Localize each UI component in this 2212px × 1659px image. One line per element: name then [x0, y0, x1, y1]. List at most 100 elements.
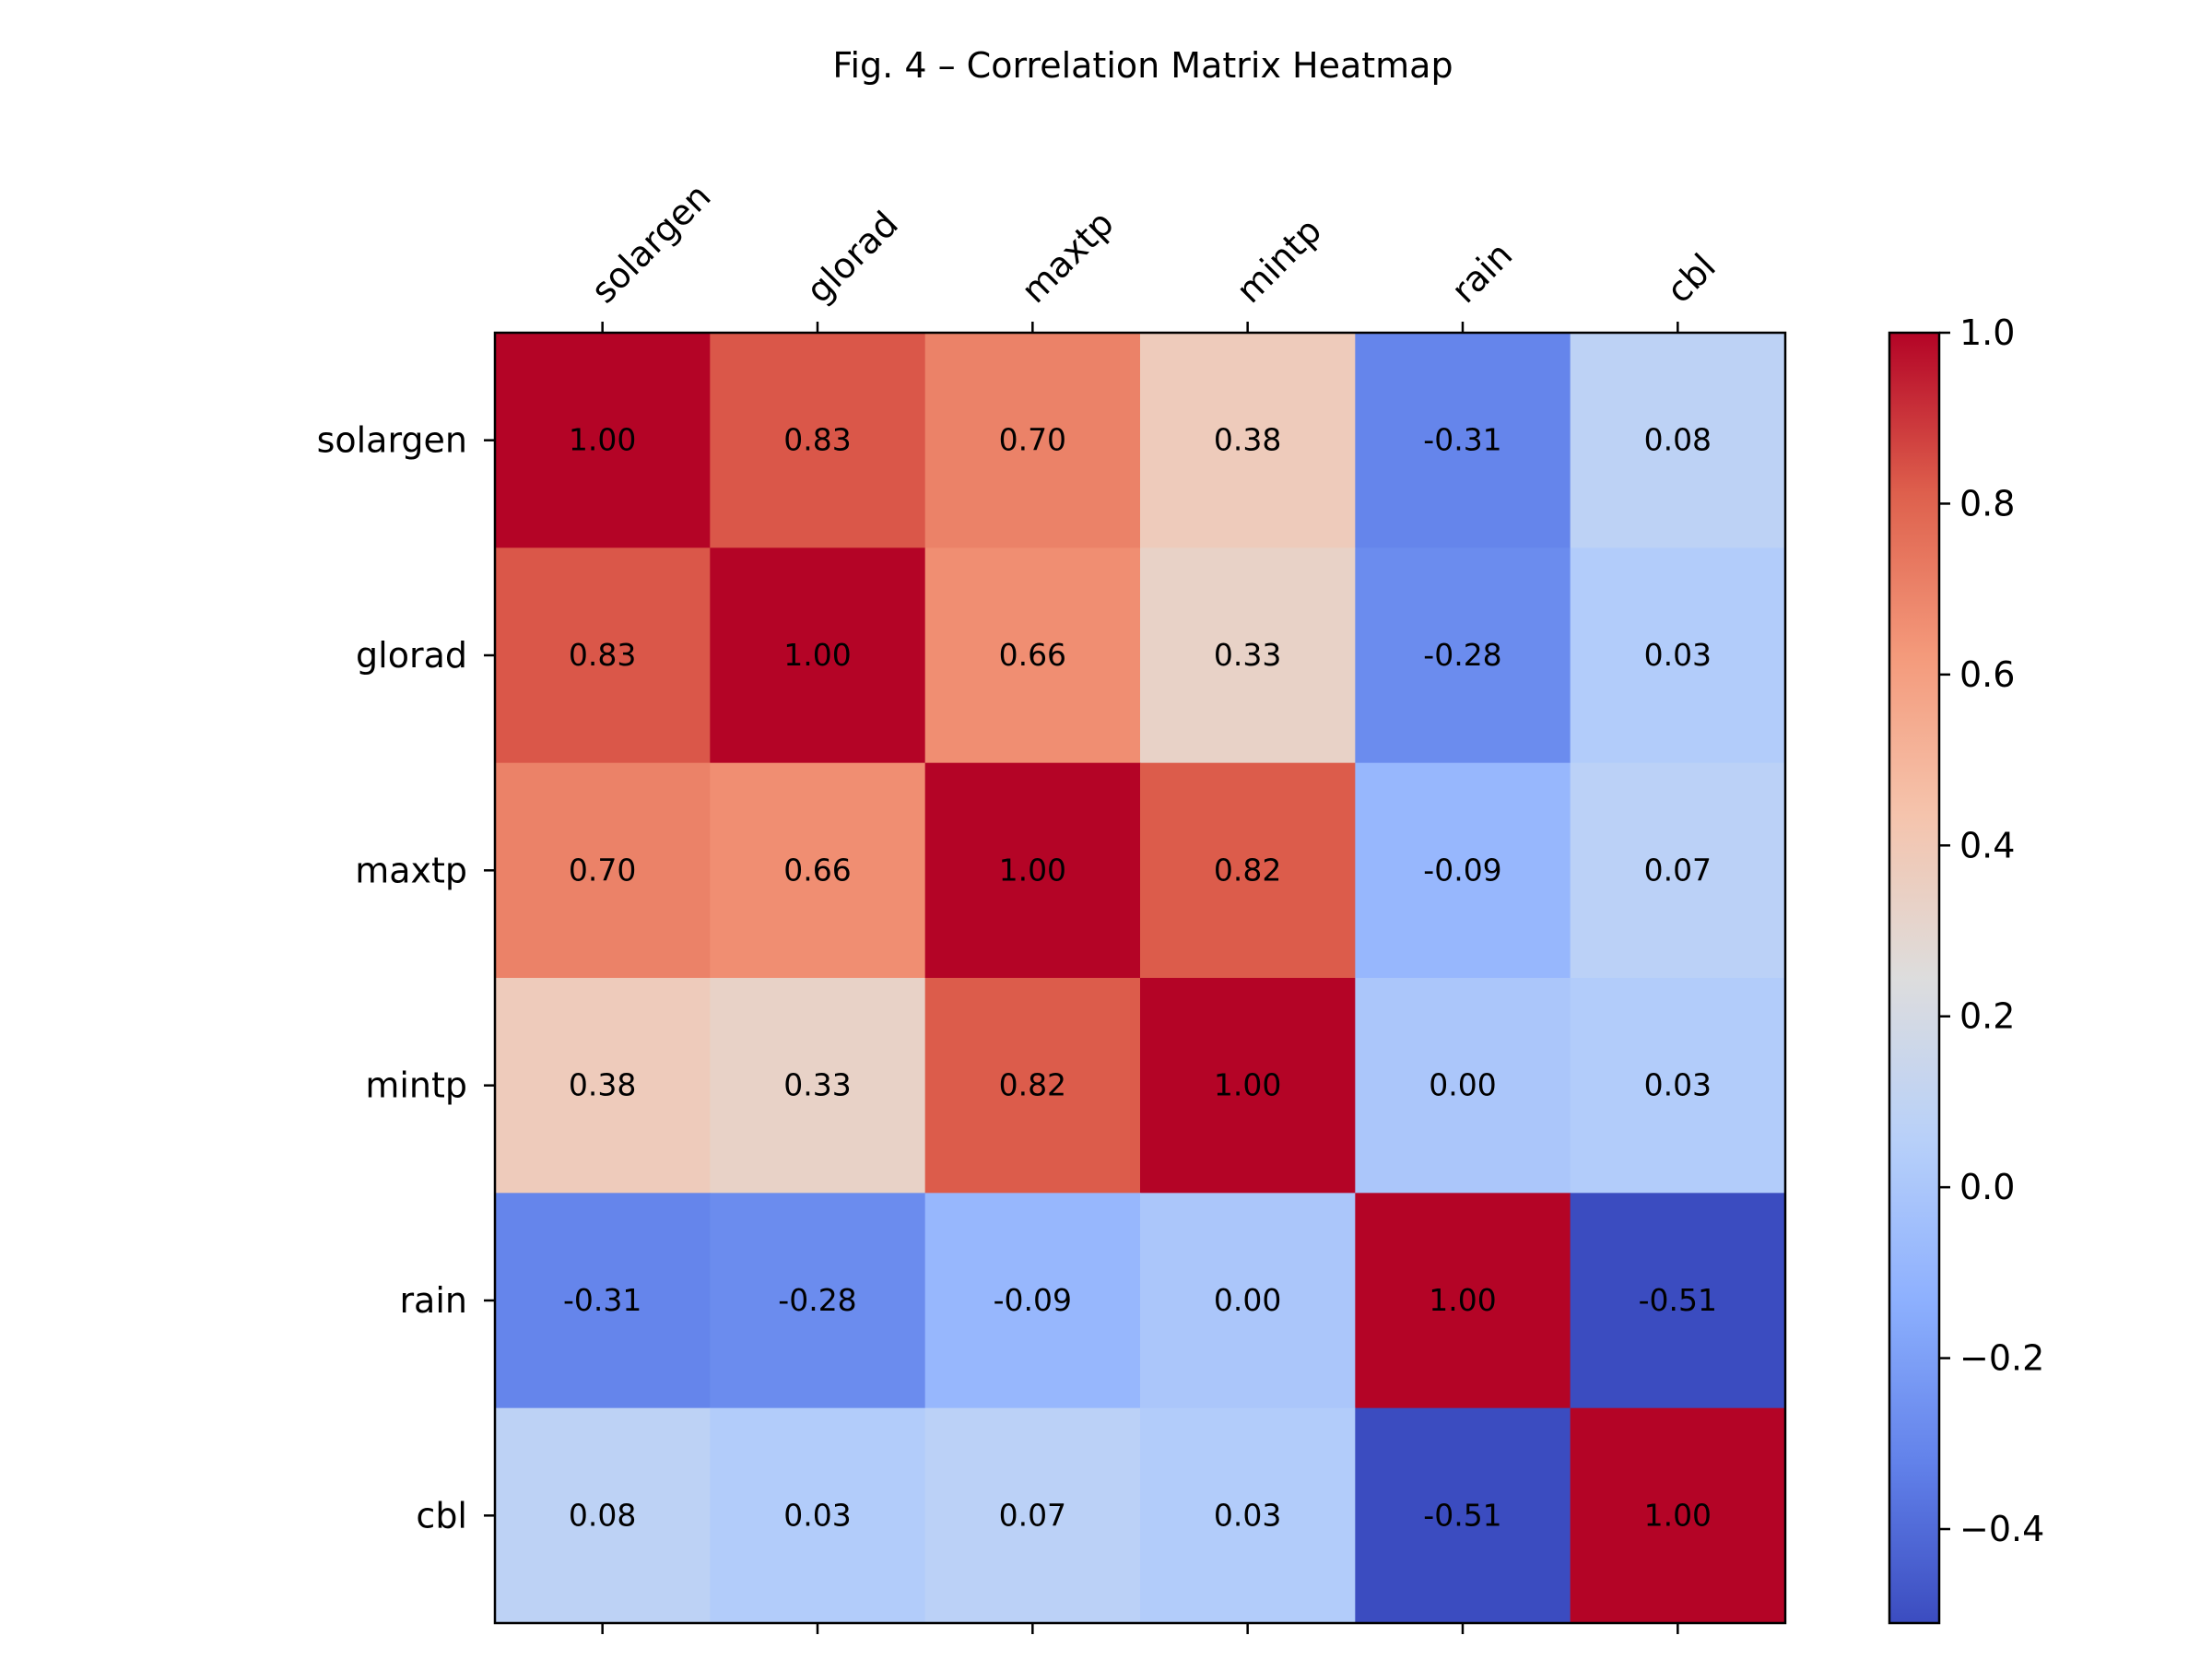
cell-value-label: 0.00 [1429, 1067, 1496, 1103]
heatmap-cell [1140, 762, 1356, 979]
heatmap-cell [1570, 1407, 1786, 1624]
heatmap-cell [495, 547, 711, 764]
cell-value-label: -0.28 [1423, 637, 1501, 673]
cell-value-label: 0.66 [783, 852, 851, 888]
cell-value-label: 0.03 [1644, 1067, 1712, 1103]
heatmap-cell-labels: 1.00 0.83 0.70 0.38 -0.31 0.08 0.83 1.00 0.66 0.3… [563, 422, 1717, 1534]
cell-value-label: 0.07 [1644, 852, 1712, 888]
heatmap-cell [1355, 978, 1571, 1194]
cell-value-label: -0.09 [1423, 852, 1501, 888]
cell-value-label: 0.82 [999, 1067, 1066, 1103]
heatmap-cell [495, 333, 711, 548]
heatmap-cell [710, 1407, 926, 1624]
cell-value-label: -0.51 [1423, 1497, 1501, 1533]
cell-value-label: 1.00 [783, 637, 851, 673]
colorbar-tick-label: 1.0 [1959, 312, 2015, 353]
y-tick-label: rain [399, 1280, 467, 1321]
heatmap-cell [495, 978, 711, 1194]
x-tick-label: maxtp [1014, 203, 1122, 311]
heatmap-cell [1570, 762, 1786, 979]
heatmap-cell [924, 1407, 1141, 1624]
cell-value-label: 1.00 [999, 852, 1066, 888]
heatmap-cell [495, 1407, 711, 1624]
heatmap-cell [495, 1193, 711, 1409]
heatmap-cell [1140, 1193, 1356, 1409]
cell-value-label: -0.09 [994, 1282, 1072, 1318]
heatmap-cell [1570, 1193, 1786, 1409]
heatmap-cell [710, 547, 926, 764]
heatmap-cell [1140, 1407, 1356, 1624]
heatmap-cell [710, 333, 926, 548]
y-tick-label: glorad [356, 635, 467, 676]
cell-value-label: -0.51 [1639, 1282, 1717, 1318]
y-tick-label: cbl [416, 1495, 467, 1535]
x-tick-label: solargen [583, 176, 719, 312]
cell-value-label: 0.03 [1214, 1497, 1281, 1533]
colorbar-tick-label: 0.8 [1959, 483, 2015, 524]
cell-value-label: 0.08 [569, 1497, 636, 1533]
heatmap-cell [924, 547, 1141, 764]
heatmap-cell [1570, 547, 1786, 764]
heatmap-cell [710, 978, 926, 1194]
cell-value-label: 1.00 [1214, 1067, 1281, 1103]
cell-value-label: 0.83 [569, 637, 636, 673]
cell-value-label: 0.03 [1644, 637, 1712, 673]
cell-value-label: -0.28 [778, 1282, 856, 1318]
colorbar-tick-label: −0.4 [1959, 1509, 2044, 1549]
colorbar-tick-label: 0.6 [1959, 654, 2015, 695]
cell-value-label: 0.38 [1214, 422, 1281, 458]
cell-value-label: 0.00 [1214, 1282, 1281, 1318]
cell-value-label: 0.33 [1214, 637, 1281, 673]
cell-value-label: 0.38 [569, 1067, 636, 1103]
colorbar-tick-label: −0.2 [1959, 1338, 2044, 1379]
cell-value-label: 0.33 [783, 1067, 851, 1103]
cell-value-label: 0.70 [569, 852, 636, 888]
heatmap-cells [495, 333, 1786, 1624]
cell-value-label: 0.08 [1644, 422, 1712, 458]
x-tick-label: glorad [798, 204, 906, 312]
y-tick-label: mintp [365, 1065, 467, 1106]
heatmap-cell [1355, 333, 1571, 548]
cell-value-label: 1.00 [569, 422, 636, 458]
plot-frame [493, 331, 1787, 1625]
heatmap-cell [924, 762, 1141, 979]
cell-value-label: -0.31 [1423, 422, 1501, 458]
heatmap-cell [924, 333, 1141, 548]
heatmap-cell [1140, 547, 1356, 764]
heatmap-cell [710, 1193, 926, 1409]
heatmap-cell [924, 1193, 1141, 1409]
colorbar-tick-label: 0.0 [1959, 1167, 2015, 1207]
colorbar: −0.4 −0.2 0.0 0.2 0.4 0.6 0.8 1.0 [1888, 312, 2044, 1625]
y-tick-label: solargen [317, 420, 467, 461]
colorbar-tick-label: 0.4 [1959, 825, 2015, 865]
heatmap-cell [1355, 547, 1571, 764]
heatmap-cell [1570, 333, 1786, 548]
heatmap-cell [495, 762, 711, 979]
colorbar-gradient [1889, 333, 1939, 1623]
y-tick-label: maxtp [355, 850, 467, 890]
chart-title: Fig. 4 – Correlation Matrix Heatmap [832, 45, 1453, 86]
x-tick-label: mintp [1229, 210, 1329, 311]
cell-value-label: -0.31 [563, 1282, 641, 1318]
heatmap-cell [1570, 978, 1786, 1194]
cell-value-label: 0.82 [1214, 852, 1281, 888]
heatmap-cell [1355, 1193, 1571, 1409]
colorbar-frame [1888, 331, 1941, 1625]
cell-value-label: 0.70 [999, 422, 1066, 458]
cell-value-label: 1.00 [1429, 1282, 1496, 1318]
heatmap-cell [1355, 762, 1571, 979]
heatmap-cell [710, 762, 926, 979]
cell-value-label: 0.83 [783, 422, 851, 458]
x-tick-label: cbl [1659, 246, 1724, 311]
heatmap-cell [1355, 1407, 1571, 1624]
x-tick-label: rain [1443, 234, 1520, 311]
colorbar-tick-label: 0.2 [1959, 996, 2015, 1037]
heatmap-cell [1140, 333, 1356, 548]
cell-value-label: 0.07 [999, 1497, 1066, 1533]
y-axis: solargen glorad maxtp mintp rain cbl [317, 420, 495, 1535]
heatmap-cell [924, 978, 1141, 1194]
cell-value-label: 0.03 [783, 1497, 851, 1533]
heatmap-cell [1140, 978, 1356, 1194]
cell-value-label: 1.00 [1644, 1497, 1712, 1533]
